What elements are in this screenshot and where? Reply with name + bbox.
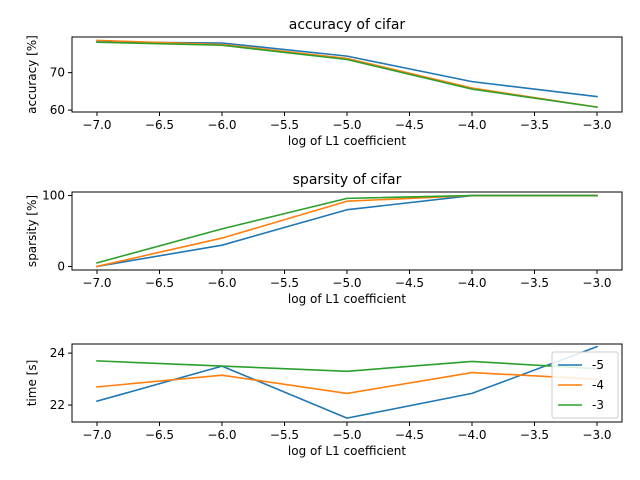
y-tick-label: 24 (50, 346, 65, 360)
series-line--3 (96, 194, 598, 264)
x-tick-label: −4.5 (395, 276, 424, 290)
x-tick-label: −7.0 (82, 276, 111, 290)
x-tick-label: −3.0 (582, 276, 611, 290)
subplot-1: −7.0 −6.5 −6.0 −5.5 −5.0 −4.5 −4.0 −3.5 −3.0 0 100… (25, 172, 623, 306)
series-line--3 (96, 360, 598, 373)
x-tick-label: −6.5 (145, 428, 174, 442)
x-tick-label: −5.5 (270, 276, 299, 290)
x-tick-label: −7.0 (82, 428, 111, 442)
subplots: −7.0 −6.5 −6.0 −5.5 −5.0 −4.5 −4.0 −3.5 −3.0 60 70… (25, 17, 623, 458)
chart-title: accuracy of cifar (289, 17, 406, 33)
x-tick-label: −6.5 (145, 276, 174, 290)
x-tick-label: −6.0 (207, 276, 236, 290)
legend-label--5: -5 (592, 358, 604, 372)
x-tick-label: −6.5 (145, 118, 174, 132)
x-tick-label: −4.0 (457, 428, 486, 442)
x-tick-label: −3.5 (520, 276, 549, 290)
x-tick-label: −4.5 (395, 428, 424, 442)
x-axis-label: log of L1 coefficient (288, 134, 406, 148)
chart-title: sparsity of cifar (293, 172, 402, 188)
series-line--4 (96, 371, 598, 395)
x-axis-label: log of L1 coefficient (288, 292, 406, 306)
x-tick-label: −7.0 (82, 118, 111, 132)
legend-box (551, 351, 619, 419)
x-axis-label: log of L1 coefficient (288, 444, 406, 458)
y-tick-label: 70 (50, 66, 65, 80)
x-tick-label: −4.0 (457, 118, 486, 132)
legend-label--4: -4 (592, 378, 604, 392)
y-axis-label: sparsity [%] (25, 195, 39, 267)
subplot-2: −7.0 −6.5 −6.0 −5.5 −5.0 −4.5 −4.0 −3.5 −3.0 22 24… (25, 343, 623, 458)
y-tick-label: 0 (57, 259, 65, 273)
series-line--5 (96, 345, 599, 419)
x-tick-label: −6.0 (207, 118, 236, 132)
subplot-0: −7.0 −6.5 −6.0 −5.5 −5.0 −4.5 −4.0 −3.5 −3.0 60 70… (25, 17, 623, 148)
x-tick-label: −5.0 (332, 428, 361, 442)
y-tick-label: 60 (50, 103, 65, 117)
y-tick-label: 22 (50, 398, 65, 412)
x-tick-label: −5.0 (332, 276, 361, 290)
x-tick-label: −5.5 (270, 118, 299, 132)
x-tick-label: −3.0 (582, 118, 611, 132)
y-axis-label: accuracy [%] (25, 35, 39, 114)
y-tick-label: 100 (42, 189, 65, 203)
x-tick-label: −3.5 (520, 428, 549, 442)
x-tick-label: −4.5 (395, 118, 424, 132)
y-axis-label: time [s] (25, 360, 39, 407)
x-tick-label: −3.0 (582, 428, 611, 442)
series-line--3 (96, 41, 598, 109)
legend-label--3: -3 (592, 398, 604, 412)
x-tick-label: −6.0 (207, 428, 236, 442)
x-tick-label: −4.0 (457, 276, 486, 290)
x-tick-label: −3.5 (520, 118, 549, 132)
x-tick-label: −5.5 (270, 428, 299, 442)
x-tick-label: −5.0 (332, 118, 361, 132)
legend: -5 -4 -3 (551, 351, 619, 419)
